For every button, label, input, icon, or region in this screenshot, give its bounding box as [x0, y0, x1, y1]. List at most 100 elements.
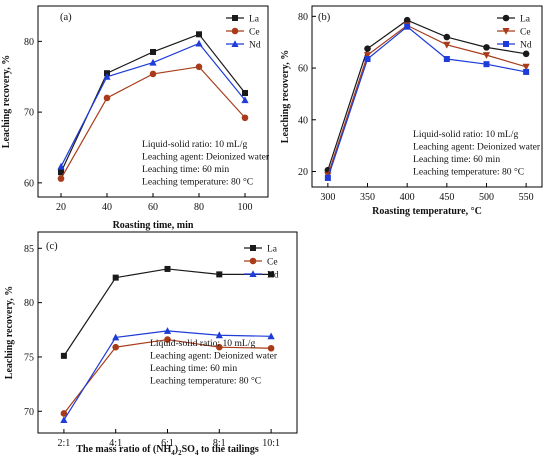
y-tick-label: 70	[24, 407, 34, 418]
data-point-la	[150, 48, 156, 55]
x-tick-label: 8:1	[213, 438, 226, 449]
series-line-ce	[327, 24, 527, 176]
legend-marker-nd	[231, 40, 239, 47]
data-point-nd	[364, 56, 371, 63]
condition-annotation: Leaching agent: Deionized water	[142, 152, 270, 163]
y-tick-label: 85	[24, 244, 34, 255]
x-axis-title-part: The mass ratio of (NH	[76, 444, 171, 455]
x-tick-label: 300	[320, 192, 335, 203]
data-point-nd	[324, 174, 331, 181]
x-tick-label: 4:1	[109, 438, 122, 449]
data-point-ce	[103, 94, 111, 102]
x-tick-label: 100	[238, 202, 253, 213]
x-tick-label: 350	[360, 192, 375, 203]
panel-label: (b)	[318, 12, 331, 23]
data-point-la	[268, 271, 275, 278]
x-tick-label: 550	[519, 192, 534, 203]
legend-marker-nd	[249, 270, 257, 277]
y-tick-label: 60	[24, 178, 34, 189]
data-point-ce	[112, 343, 119, 351]
data-point-ce	[195, 63, 203, 71]
data-point-la	[443, 33, 451, 41]
x-tick-label: 6:1	[161, 438, 174, 449]
x-tick-label: 400	[400, 192, 415, 203]
condition-annotation: Liquid-solid ratio: 10 mL/g	[142, 139, 247, 150]
x-axis-title-part: to the tailings	[198, 444, 258, 455]
x-tick-label: 2:1	[58, 438, 71, 449]
data-point-ce	[482, 52, 491, 59]
data-point-nd	[195, 39, 203, 47]
condition-annotation: Leaching time: 60 min	[413, 154, 500, 165]
data-point-ce	[522, 63, 530, 71]
legend-label-la: La	[249, 15, 260, 25]
condition-annotation: Leaching agent: Deionized water	[150, 351, 278, 362]
data-point-ce	[149, 70, 157, 78]
y-tick-label: 40	[298, 115, 308, 126]
y-tick-label: 80	[298, 12, 308, 23]
data-point-ce	[164, 336, 171, 343]
y-tick-label: 80	[24, 298, 34, 309]
x-axis-title-subscript: 4	[195, 449, 199, 457]
data-point-ce	[60, 410, 68, 417]
x-tick-label: 40	[102, 202, 112, 213]
x-axis-title: The mass ratio of (NH4)2SO4 to the taili…	[76, 444, 259, 457]
data-point-ce	[241, 114, 249, 122]
condition-annotation: Leaching temperature: 80 °C	[142, 177, 253, 188]
data-point-nd	[163, 327, 172, 334]
legend-marker-ce	[502, 28, 510, 35]
condition-annotation: Leaching time: 60 min	[142, 164, 229, 175]
panel-label: (c)	[46, 241, 58, 252]
data-point-la	[216, 271, 223, 278]
data-point-la	[242, 90, 248, 97]
data-point-la	[58, 169, 64, 176]
condition-annotation: Leaching temperature: 80 °C	[150, 376, 261, 387]
chart-panel-c: 2:1 4:1 6:1 8:1 10:1 70 75 80 85 The mass ratio o…	[4, 231, 298, 457]
data-point-nd	[112, 333, 120, 341]
data-point-nd	[483, 61, 490, 68]
data-point-ce	[443, 41, 451, 49]
condition-annotation: Liquid-solid ratio: 10 mL/g	[413, 129, 518, 140]
legend-marker-ce	[231, 27, 239, 35]
data-point-nd	[60, 416, 68, 423]
legend-label-la: La	[267, 245, 278, 255]
x-axis-title-part: SO	[182, 444, 196, 455]
y-axis-title: Leaching recovery, %	[1, 55, 12, 148]
plot-frame	[311, 5, 543, 188]
data-point-nd	[443, 56, 450, 63]
condition-annotation: Leaching agent: Deionized water	[413, 142, 541, 153]
x-tick-label: 10:1	[262, 438, 280, 449]
data-point-nd	[103, 72, 111, 80]
chart-panel-b: 300 350 400 450 500 550 20 40 60 80 Roasting tempe…	[280, 5, 543, 217]
x-tick-label: 450	[439, 192, 454, 203]
legend-marker-la	[250, 245, 256, 251]
y-tick-label: 75	[24, 352, 34, 363]
legend-label-la: La	[520, 15, 531, 25]
data-point-la	[112, 274, 119, 281]
data-point-nd	[241, 96, 249, 104]
condition-annotation: Liquid-solid ratio: 10 mL/g	[150, 338, 255, 349]
data-point-la	[164, 265, 171, 272]
data-point-la	[364, 45, 371, 52]
legend-label-ce: Ce	[520, 28, 531, 38]
y-axis-title: Leaching recovery, %	[4, 286, 15, 379]
data-point-ce	[363, 52, 372, 59]
x-tick-label: 80	[194, 202, 204, 213]
legend-marker-ce	[249, 257, 257, 265]
series-line-nd	[327, 25, 527, 179]
data-point-la	[522, 50, 530, 58]
condition-annotation: Leaching time: 60 min	[150, 363, 237, 374]
x-axis-title: Roasting temperature, °C	[372, 206, 482, 217]
y-tick-label: 60	[298, 64, 308, 75]
x-axis-title: Roasting time, min	[113, 220, 194, 231]
x-tick-label: 500	[479, 192, 494, 203]
data-point-nd	[523, 68, 530, 75]
legend-label-nd: Nd	[520, 41, 532, 51]
x-tick-label: 20	[56, 202, 66, 213]
x-axis-title-part: )	[175, 444, 178, 455]
legend-label-ce: Ce	[267, 258, 278, 268]
legend-marker-la	[232, 15, 238, 21]
data-point-la	[60, 352, 67, 359]
data-point-la	[196, 31, 202, 38]
